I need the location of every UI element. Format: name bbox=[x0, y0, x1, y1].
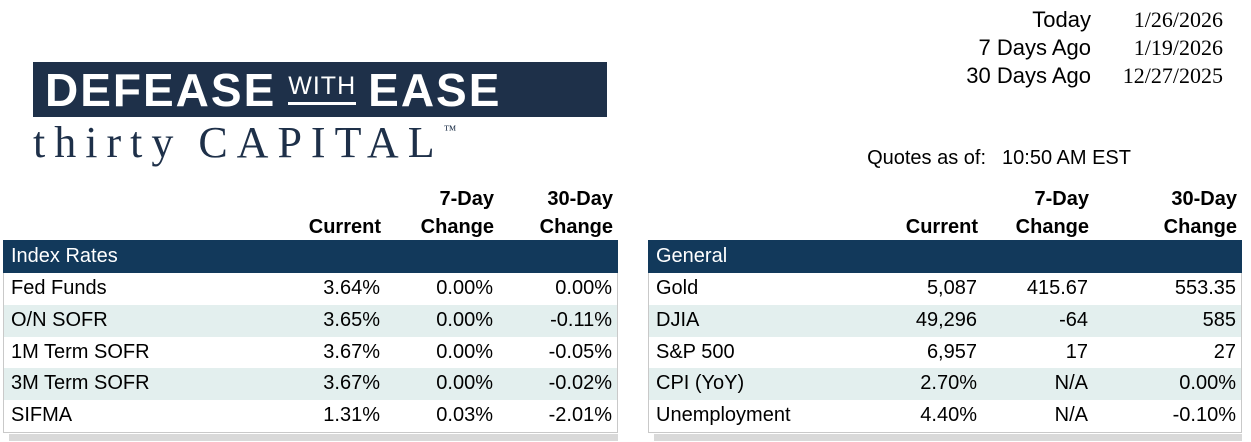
table-row: DJIA 49,296 -64 585 bbox=[649, 304, 1241, 337]
row-30-day-change: -0.05% bbox=[548, 340, 612, 363]
date-value: 1/26/2026 bbox=[1133, 7, 1223, 32]
general-table: 7-Day 30-Day Current Change Change Gener… bbox=[648, 184, 1242, 441]
row-7-day-change: 0.03% bbox=[436, 404, 493, 427]
date-label: 7 Days Ago bbox=[978, 35, 1091, 60]
row-current-value: 3.64% bbox=[323, 277, 380, 299]
index-rates-body: Index Rates Fed Funds 3.64% 0.00% 0.00% O/N … bbox=[3, 240, 618, 433]
defease-with-ease-logo: DEFEASE WITH EASE thirty CAPITAL ™ bbox=[33, 62, 607, 165]
column-header-7-day: 7-Day bbox=[439, 188, 494, 210]
row-7-day-change: N/A bbox=[1054, 372, 1088, 395]
index-rates-rows: Fed Funds 3.64% 0.00% 0.00% O/N SOFR 3.65% 0.0… bbox=[4, 273, 617, 432]
logo-word-ease: EASE bbox=[368, 63, 502, 116]
row-30-day-change: 0.00% bbox=[1179, 372, 1236, 395]
column-header-change: Change bbox=[539, 216, 613, 238]
table-row: O/N SOFR 3.65% 0.00% -0.11% bbox=[4, 304, 617, 337]
table-row: Fed Funds 3.64% 0.00% 0.00% bbox=[4, 273, 617, 305]
quotes-as-of-label: Quotes as of: bbox=[867, 147, 987, 169]
table-row: Gold 5,087 415.67 553.35 bbox=[649, 273, 1241, 305]
row-7-day-change: N/A bbox=[1054, 404, 1088, 427]
table-row: SIFMA 1.31% 0.03% -2.01% bbox=[4, 400, 617, 432]
quotes-as-of: Quotes as of: 10:50 AM EST bbox=[867, 147, 1131, 170]
row-label: Unemployment bbox=[656, 404, 791, 427]
column-header-change: Change bbox=[420, 216, 494, 238]
column-header-row-1: 7-Day 30-Day bbox=[648, 184, 1242, 212]
row-label: 1M Term SOFR bbox=[11, 340, 150, 363]
row-current-value: 3.67% bbox=[323, 340, 380, 363]
row-7-day-change: 0.00% bbox=[436, 340, 493, 363]
logo-wordmark-box: DEFEASE WITH EASE bbox=[33, 62, 607, 117]
date-label: 30 Days Ago bbox=[966, 63, 1091, 88]
table-drop-shadow bbox=[9, 433, 618, 441]
date-row-30-days-ago: 30 Days Ago 12/27/2025 bbox=[966, 62, 1223, 90]
section-header-general: General bbox=[648, 240, 1242, 273]
index-rates-table: 7-Day 30-Day Current Change Change Index… bbox=[3, 184, 618, 441]
row-7-day-change: 0.00% bbox=[436, 277, 493, 299]
logo-tagline-thirty: thirty bbox=[33, 118, 183, 167]
row-7-day-change: 0.00% bbox=[436, 372, 493, 395]
column-header-30-day: 30-Day bbox=[1171, 188, 1237, 210]
row-7-day-change: 0.00% bbox=[436, 308, 493, 331]
row-current-value: 5,087 bbox=[926, 277, 977, 299]
row-30-day-change: -2.01% bbox=[548, 404, 612, 427]
column-header-30-day: 30-Day bbox=[547, 188, 613, 210]
row-label: Fed Funds bbox=[11, 277, 107, 299]
column-header-row-2: Current Change Change bbox=[3, 212, 618, 240]
general-body: General Gold 5,087 415.67 553.35 DJIA 49,296 -… bbox=[648, 240, 1242, 433]
logo-word-with: WITH bbox=[288, 74, 357, 105]
general-rows: Gold 5,087 415.67 553.35 DJIA 49,296 -64 585 S&P… bbox=[649, 273, 1241, 432]
row-30-day-change: 0.00% bbox=[555, 277, 612, 299]
row-current-value: 49,296 bbox=[915, 308, 977, 331]
row-current-value: 2.70% bbox=[920, 372, 977, 395]
row-current-value: 1.31% bbox=[323, 404, 380, 427]
column-header-current: Current bbox=[308, 216, 381, 238]
row-7-day-change: 17 bbox=[1065, 340, 1088, 363]
row-current-value: 3.67% bbox=[323, 372, 380, 395]
column-header-current: Current bbox=[905, 216, 978, 238]
row-7-day-change: -64 bbox=[1059, 308, 1088, 331]
row-30-day-change: -0.10% bbox=[1172, 404, 1236, 427]
column-header-change: Change bbox=[1163, 216, 1237, 238]
row-label: Gold bbox=[656, 277, 699, 299]
column-header-7-day: 7-Day bbox=[1034, 188, 1089, 210]
row-current-value: 6,957 bbox=[926, 340, 977, 363]
row-30-day-change: -0.11% bbox=[550, 308, 612, 331]
date-value: 12/27/2025 bbox=[1122, 63, 1223, 88]
row-7-day-change: 415.67 bbox=[1026, 277, 1088, 299]
date-row-today: Today 1/26/2026 bbox=[966, 6, 1223, 34]
row-current-value: 3.65% bbox=[323, 308, 380, 331]
table-row: 3M Term SOFR 3.67% 0.00% -0.02% bbox=[4, 368, 617, 401]
table-row: S&P 500 6,957 17 27 bbox=[649, 336, 1241, 369]
date-value: 1/19/2026 bbox=[1133, 35, 1223, 60]
row-label: O/N SOFR bbox=[11, 308, 108, 331]
row-30-day-change: 553.35 bbox=[1174, 277, 1236, 299]
column-header-row-1: 7-Day 30-Day bbox=[3, 184, 618, 212]
quotes-as-of-time: 10:50 AM EST bbox=[1002, 147, 1131, 169]
row-current-value: 4.40% bbox=[920, 404, 977, 427]
table-row: Unemployment 4.40% N/A -0.10% bbox=[649, 400, 1241, 432]
row-30-day-change: 585 bbox=[1202, 308, 1236, 331]
row-30-day-change: 27 bbox=[1213, 340, 1236, 363]
column-header-row-2: Current Change Change bbox=[648, 212, 1242, 240]
row-label: CPI (YoY) bbox=[656, 372, 745, 395]
column-header-change: Change bbox=[1015, 216, 1089, 238]
logo-word-defease: DEFEASE bbox=[45, 63, 277, 116]
row-30-day-change: -0.02% bbox=[548, 372, 612, 395]
row-label: SIFMA bbox=[11, 404, 73, 427]
trademark-symbol: ™ bbox=[443, 122, 457, 137]
logo-tagline-capital: CAPITAL bbox=[198, 118, 444, 167]
row-label: S&P 500 bbox=[656, 340, 735, 363]
date-reference-block: Today 1/26/2026 7 Days Ago 1/19/2026 30 … bbox=[966, 6, 1223, 90]
date-row-7-days-ago: 7 Days Ago 1/19/2026 bbox=[966, 34, 1223, 62]
row-label: 3M Term SOFR bbox=[11, 372, 150, 395]
section-header-index-rates: Index Rates bbox=[3, 240, 618, 273]
logo-tagline: thirty CAPITAL ™ bbox=[33, 121, 607, 165]
date-label: Today bbox=[1032, 7, 1091, 32]
table-row: CPI (YoY) 2.70% N/A 0.00% bbox=[649, 368, 1241, 401]
row-label: DJIA bbox=[656, 308, 700, 331]
table-row: 1M Term SOFR 3.67% 0.00% -0.05% bbox=[4, 336, 617, 369]
table-drop-shadow bbox=[654, 433, 1242, 441]
